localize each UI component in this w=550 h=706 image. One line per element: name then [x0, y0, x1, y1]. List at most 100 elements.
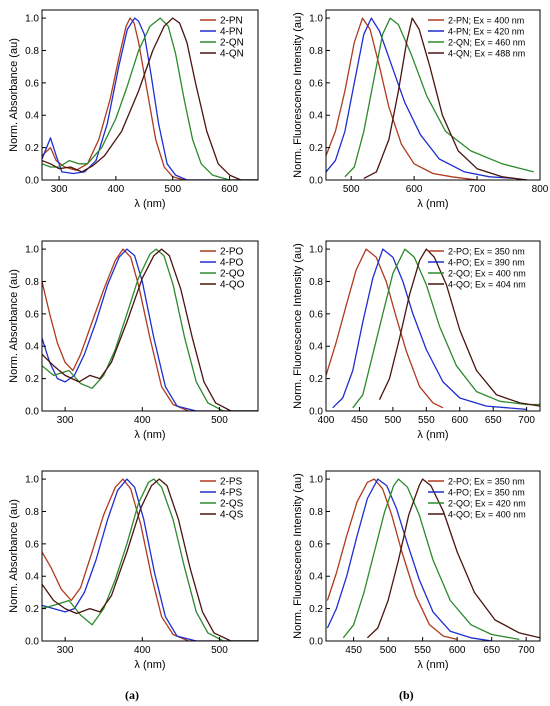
series-line-4-QO [366, 478, 540, 639]
x-tick-label: 400 [134, 645, 151, 656]
series-line-2-PN [42, 17, 258, 180]
series-line-4-QO [42, 248, 258, 411]
x-tick-label: 300 [57, 645, 74, 656]
legend-entry: 2-QO; Ex = 420 nm [448, 499, 526, 509]
chart-4: 400 450 500 550 600 650 700 0.0 0.2 0.4 0.6 0.8 1.0 λ… [292, 240, 541, 441]
y-tick-label: 0.2 [309, 143, 323, 154]
plot-frame [41, 9, 259, 181]
y-axis-label: Norm. Fluorescence Intensity (au) [292, 473, 304, 639]
x-axis-label: λ (nm) [134, 429, 165, 441]
series-line-4-QS [42, 478, 258, 641]
series-line-4-PO [42, 248, 258, 411]
chart-3: 300 400 500 0.0 0.2 0.4 0.6 0.8 1.0 λ (nm) Norm. A… [8, 240, 259, 441]
y-tick-label: 1.0 [25, 475, 39, 486]
y-tick-label: 0.0 [309, 176, 323, 187]
y-tick-label: 1.0 [309, 475, 323, 486]
x-tick-label: 450 [351, 415, 368, 426]
legend-entry: 2-QN [220, 38, 244, 49]
x-tick-label: 600 [406, 184, 423, 195]
x-tick-label: 550 [414, 645, 431, 656]
legend-entry: 4-QO [220, 280, 245, 291]
y-tick-label: 0.4 [25, 111, 39, 122]
legend-entry: 2-QS [220, 499, 244, 510]
legend-entry: 4-QO; Ex = 404 nm [448, 280, 526, 290]
series-line-4-QO [378, 248, 540, 407]
legend-entry: 4-PN [220, 27, 243, 38]
x-tick-label: 650 [485, 415, 502, 426]
x-tick-label: 400 [318, 415, 335, 426]
series-line-4-PN [326, 17, 515, 180]
series-line-2-QN [42, 17, 258, 180]
series-line-2-PO [326, 478, 458, 641]
chart-1: 300 400 500 600 0.0 0.2 0.4 0.6 0.8 1.0 λ (nm) Norm… [8, 9, 259, 210]
y-tick-label: 0.0 [309, 637, 323, 648]
x-tick-label: 400 [134, 415, 151, 426]
series-line-2-QO [352, 248, 540, 409]
y-tick-label: 0.6 [309, 78, 323, 89]
x-axis-label: λ (nm) [417, 429, 448, 441]
x-tick-label: 600 [449, 645, 466, 656]
y-tick-label: 0.6 [25, 309, 39, 320]
series-line-4-QN [42, 17, 258, 180]
x-tick-label: 550 [418, 415, 435, 426]
x-axis-label: λ (nm) [134, 198, 165, 210]
x-tick-label: 700 [518, 645, 535, 656]
x-tick-label: 300 [57, 415, 74, 426]
x-tick-label: 500 [343, 184, 360, 195]
y-tick-label: 0.2 [25, 604, 39, 615]
y-tick-label: 0.8 [309, 507, 323, 518]
series-line-4-PN [42, 17, 258, 180]
plot-frame [325, 470, 541, 642]
y-tick-label: 0.6 [25, 539, 39, 550]
x-tick-label: 300 [51, 184, 68, 195]
series-line-2-QN [344, 17, 534, 178]
y-tick-label: 0.8 [309, 277, 323, 288]
panel-label-a: (a) [125, 688, 139, 702]
x-tick-label: 500 [380, 645, 397, 656]
plot-frame [41, 470, 259, 642]
legend-entry: 4-PO; Ex = 390 nm [448, 258, 525, 268]
y-tick-label: 0.0 [25, 407, 39, 418]
legend-entry: 4-QS [220, 510, 244, 521]
legend-entry: 2-PS [220, 477, 243, 488]
legend-entry: 4-PN; Ex = 420 nm [448, 27, 524, 37]
x-tick-label: 600 [221, 184, 238, 195]
x-tick-label: 700 [518, 415, 535, 426]
y-tick-label: 0.8 [25, 46, 39, 57]
plot-frame [325, 9, 541, 181]
legend-entry: 2-PN; Ex = 400 nm [448, 16, 524, 26]
legend-entry: 4-PO; Ex = 350 nm [448, 488, 525, 498]
plot-frame [41, 240, 259, 412]
y-tick-label: 1.0 [25, 14, 39, 25]
y-axis-label: Norm. Absorbance (au) [8, 38, 20, 152]
y-tick-label: 0.8 [25, 507, 39, 518]
x-tick-label: 500 [211, 645, 228, 656]
y-tick-label: 0.6 [309, 309, 323, 320]
legend-entry: 4-QN [220, 49, 244, 60]
chart-2: 500 600 700 800 0.0 0.2 0.4 0.6 0.8 1.0 λ (nm) Norm… [292, 9, 549, 210]
y-tick-label: 0.8 [25, 277, 39, 288]
y-tick-label: 0.4 [309, 111, 323, 122]
legend-entry: 4-PO [220, 258, 244, 269]
legend-entry: 2-PO; Ex = 350 nm [448, 247, 525, 257]
x-tick-label: 400 [108, 184, 125, 195]
y-tick-label: 0.8 [309, 46, 323, 57]
x-tick-label: 500 [164, 184, 181, 195]
legend-entry: 2-QN; Ex = 460 nm [448, 38, 525, 48]
legend-entry: 2-PO; Ex = 350 nm [448, 477, 525, 487]
series-line-2-PO [326, 248, 444, 409]
y-tick-label: 0.4 [309, 342, 323, 353]
legend-entry: 4-QO; Ex = 400 nm [448, 510, 526, 520]
y-tick-label: 0.6 [309, 539, 323, 550]
x-tick-label: 450 [345, 645, 362, 656]
y-tick-label: 0.2 [309, 374, 323, 385]
y-tick-label: 1.0 [309, 245, 323, 256]
series-line-4-PO [326, 478, 492, 641]
x-axis-label: λ (nm) [417, 198, 448, 210]
series-line-2-PO [42, 248, 258, 411]
y-tick-label: 0.0 [25, 637, 39, 648]
y-tick-label: 0.4 [309, 572, 323, 583]
legend-entry: 4-QN; Ex = 488 nm [448, 49, 525, 59]
legend-entry: 2-PN [220, 16, 243, 27]
y-tick-label: 1.0 [25, 245, 39, 256]
